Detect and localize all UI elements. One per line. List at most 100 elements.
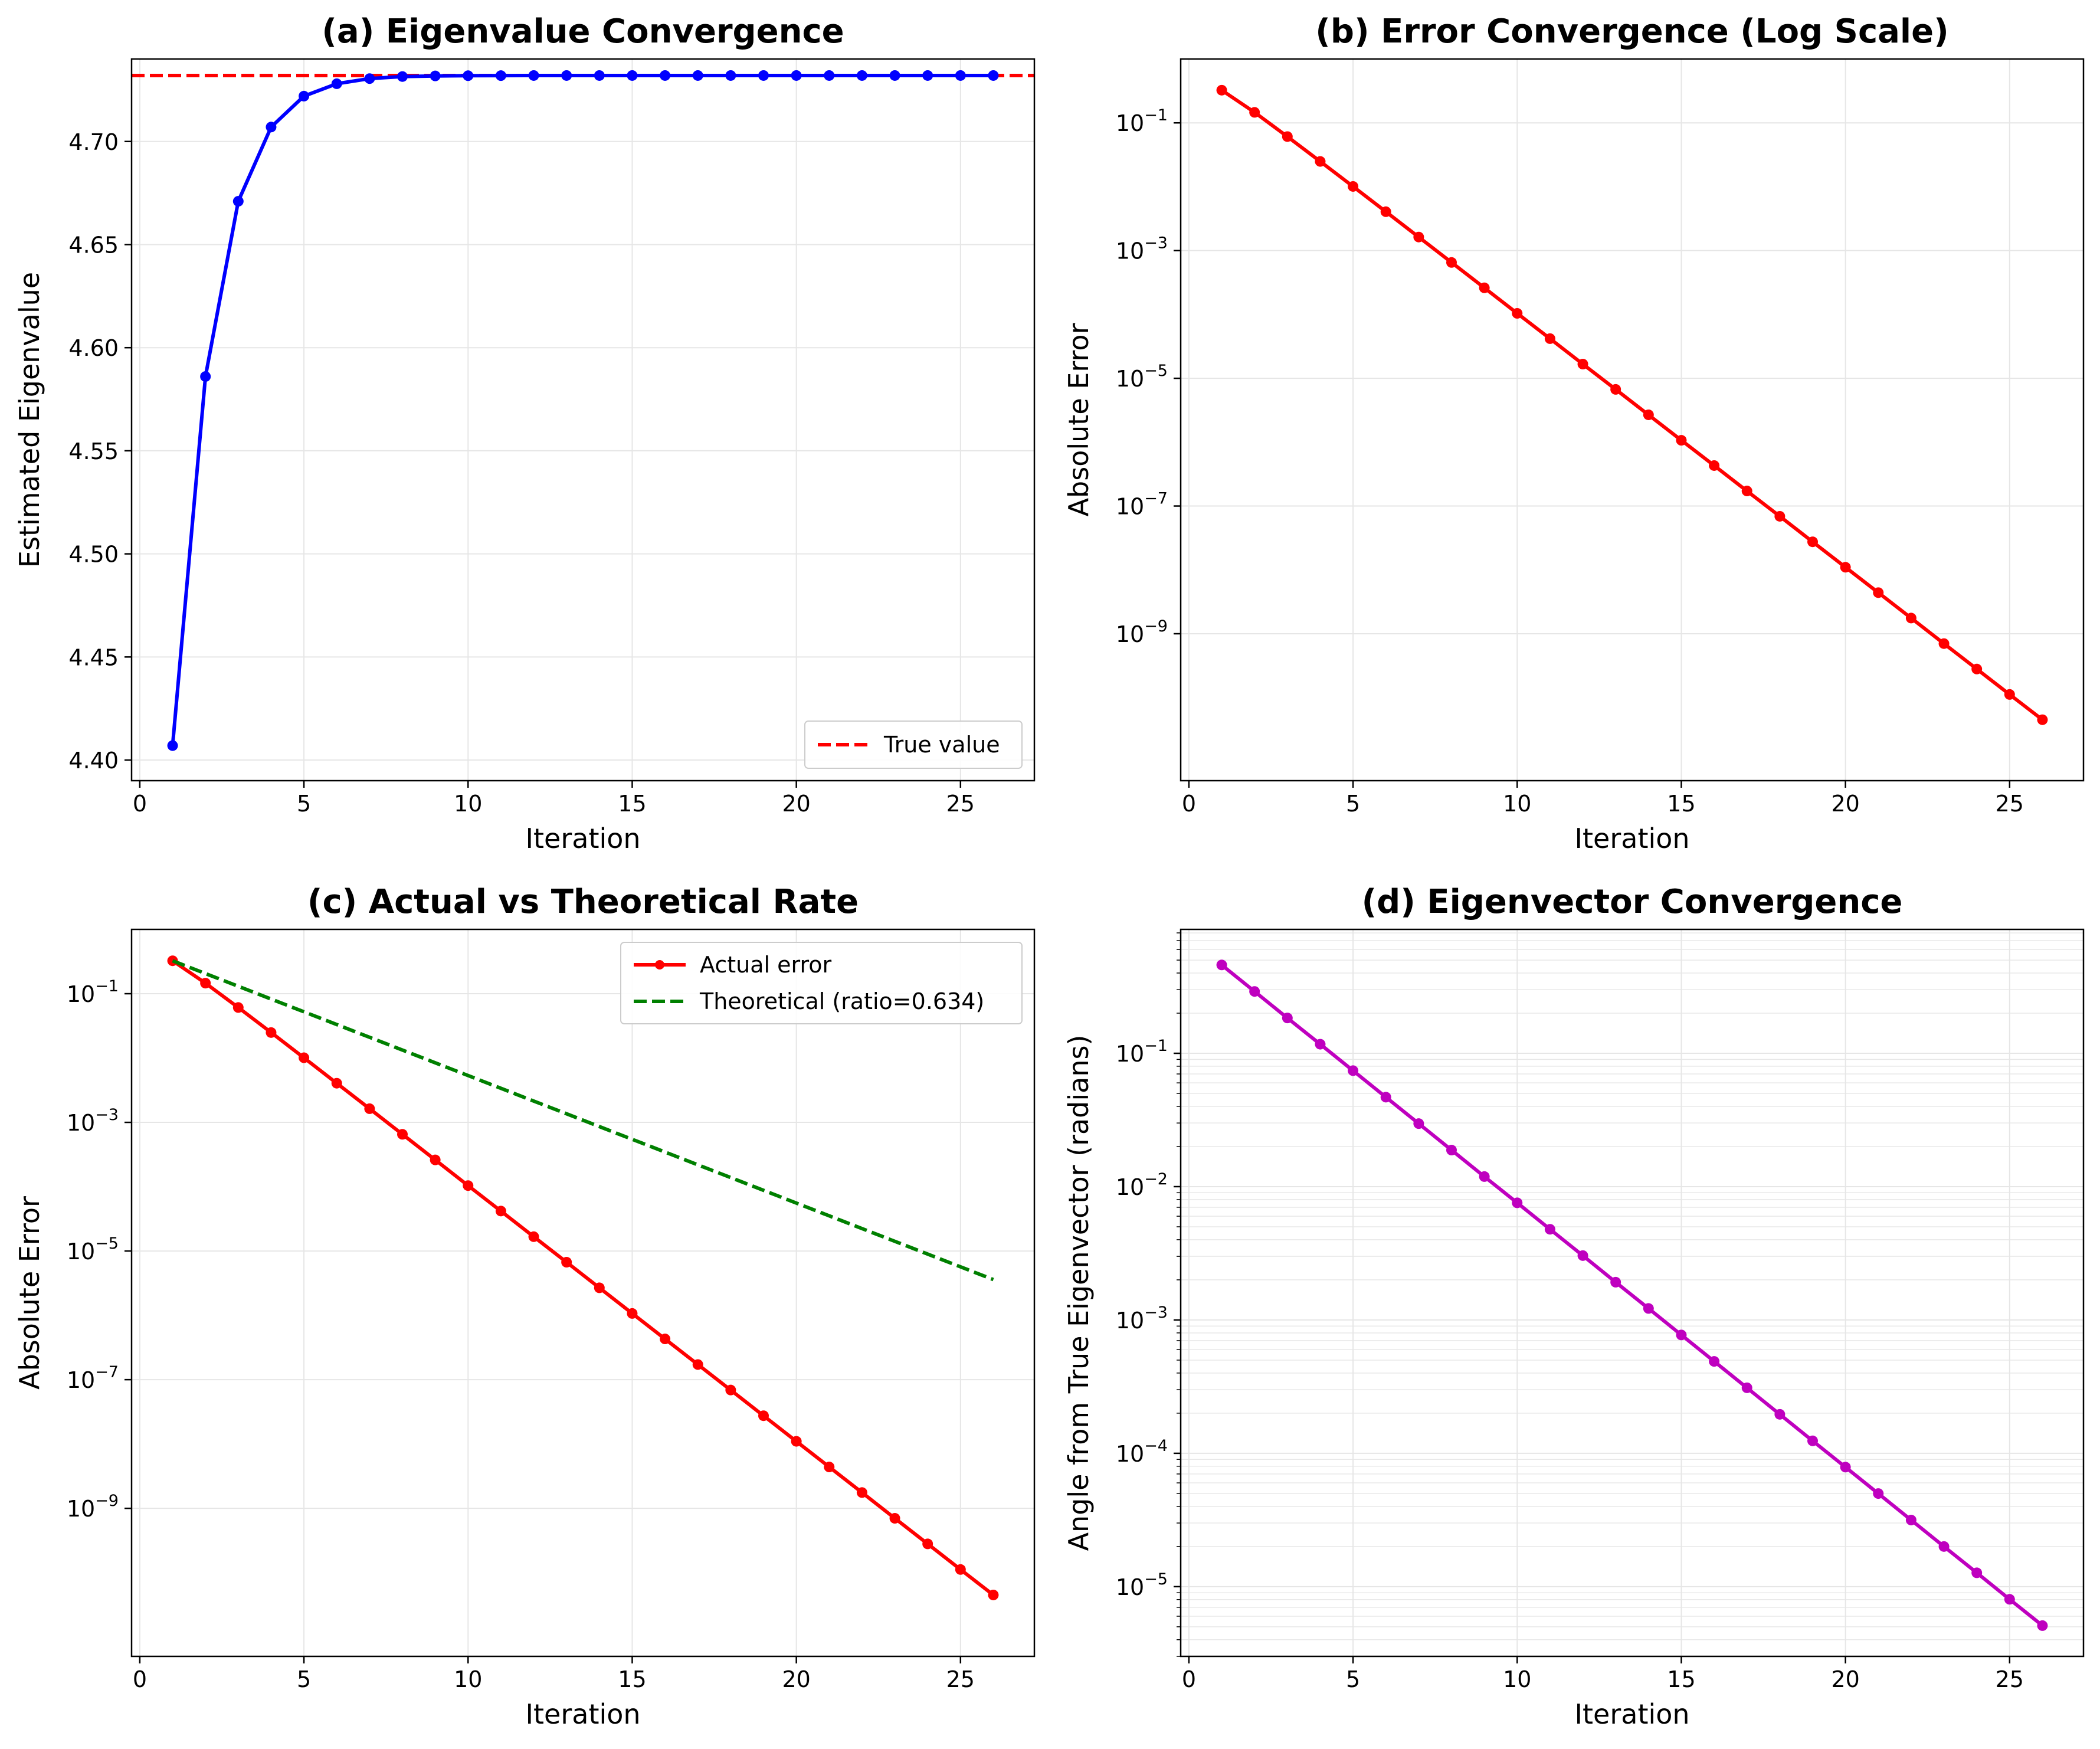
panel-d-data-point — [1413, 1118, 1424, 1129]
y-tick-label: 10−9 — [1116, 617, 1168, 647]
panel-c-data-point — [856, 1487, 867, 1498]
panel-b-data-point — [1249, 107, 1260, 118]
panel-c-data-point — [232, 1002, 244, 1013]
panel-d-title: (d) Eigenvector Convergence — [1362, 883, 1903, 921]
panel-d-data-point — [2037, 1620, 2048, 1631]
panel-d-data-point — [1216, 959, 1227, 971]
panel-b-data-point — [1873, 587, 1884, 598]
panel-b-data-point — [1446, 257, 1457, 268]
panel-b-data-point — [1315, 156, 1326, 167]
y-tick-label: 10−7 — [1116, 490, 1168, 520]
x-tick-label: 10 — [454, 791, 482, 817]
y-tick-label: 4.65 — [68, 232, 119, 258]
panel-a-data-point — [200, 371, 211, 382]
panel-b-plot — [1216, 84, 2048, 725]
panel-d-data-point — [1873, 1488, 1884, 1499]
panel-a-data-point — [430, 70, 441, 81]
panel-d-plot — [1216, 959, 2048, 1631]
panel-b-series-line — [1220, 89, 2044, 722]
y-tick-label: 4.60 — [68, 335, 119, 361]
panel-d-data-point — [1282, 1013, 1293, 1024]
x-tick-label: 5 — [297, 791, 311, 817]
x-tick-label: 5 — [1346, 1666, 1360, 1692]
panel-c-grid — [132, 929, 1034, 1656]
panel-d-data-point — [1577, 1250, 1588, 1261]
panel-b-axes-frame — [1180, 58, 2085, 782]
panel-a-data-point — [331, 78, 342, 89]
x-tick-label: 0 — [133, 791, 147, 817]
y-tick-label: 10−5 — [67, 1234, 119, 1265]
panel-d-data-point — [1479, 1171, 1490, 1182]
panel-b-data-point — [1479, 282, 1490, 293]
panel-d-xlabel: Iteration — [1574, 1698, 1689, 1730]
y-tick-label: 10−5 — [1116, 362, 1168, 392]
panel-c-data-point — [266, 1027, 277, 1038]
panel-b-data-point — [1544, 333, 1555, 344]
panel-c-data-point — [463, 1180, 474, 1191]
panel-a-data-point — [692, 70, 703, 81]
panel-c-data-point — [758, 1410, 769, 1422]
panel-a-axes-frame — [130, 58, 1036, 782]
panel-a-data-point — [463, 70, 474, 81]
x-tick-label: 15 — [1667, 791, 1695, 817]
panel-d-data-point — [1380, 1092, 1391, 1103]
x-tick-label: 0 — [1182, 791, 1196, 817]
panel-b-data-point — [1807, 536, 1818, 548]
panel-a-data-point — [889, 70, 900, 81]
panel-c-data-point — [397, 1129, 408, 1140]
y-tick-label: 4.45 — [68, 644, 119, 670]
panel-a-data-point — [955, 70, 966, 81]
panel-b-title: (b) Error Convergence (Log Scale) — [1315, 12, 1948, 51]
panel-a-data-point — [725, 70, 736, 81]
panel-d: 0 5 10 15 20 25 10−1 10−2 10−3 10−4 10−5 (d) Eigen… — [1063, 883, 2085, 1730]
x-tick-label: 25 — [1996, 791, 2024, 817]
panel-a-legend: True value — [804, 720, 1023, 769]
panel-c-theoretical-ratio-0-634-line — [172, 959, 994, 1282]
panel-c-data-point — [922, 1538, 933, 1550]
panel-b-xlabel: Iteration — [1574, 823, 1689, 854]
panel-c-ylabel: Absolute Error — [14, 1196, 45, 1390]
panel-a-data-point — [758, 70, 769, 81]
panel-c-data-point — [299, 1052, 310, 1063]
panel-b-data-point — [1905, 613, 1916, 624]
panel-a-ticks: 0 5 10 15 20 25 4.40 4.45 4.50 4.55 4.60 4.65 4.70 — [68, 129, 975, 817]
panel-c-actual-error-line — [171, 959, 995, 1597]
panel-b-data-point — [1676, 435, 1687, 446]
y-tick-label: 10−1 — [1116, 106, 1168, 136]
panel-a-legend-box — [804, 720, 1023, 769]
panel-d-data-point — [1774, 1409, 1786, 1420]
y-tick-label: 4.55 — [68, 438, 119, 464]
x-tick-label: 0 — [1182, 1666, 1196, 1692]
x-tick-label: 0 — [133, 1666, 147, 1692]
panel-d-data-point — [1741, 1382, 1752, 1393]
panel-c-data-point — [627, 1308, 638, 1319]
panel-d-data-point — [1971, 1567, 1983, 1578]
x-tick-label: 20 — [782, 791, 810, 817]
panel-a-data-point — [266, 122, 277, 133]
panel-a-data-point — [397, 71, 408, 82]
panel-b-data-point — [1380, 206, 1391, 217]
x-tick-label: 10 — [1503, 1666, 1531, 1692]
panel-b-data-point — [1938, 638, 1950, 649]
panel-b-ticks: 0 5 10 15 20 25 10−1 10−3 10−5 10−7 10−9 — [1116, 106, 2024, 817]
panel-a-data-point — [232, 196, 244, 207]
panel-b-grid — [1181, 59, 2083, 781]
panel-a-data-point — [856, 70, 867, 81]
x-tick-label: 25 — [1996, 1666, 2024, 1692]
panel-d-ticks: 0 5 10 15 20 25 10−1 10−2 10−3 10−4 10−5 — [1116, 932, 2024, 1692]
panel-d-data-point — [1544, 1224, 1555, 1235]
x-tick-label: 5 — [1346, 791, 1360, 817]
y-tick-label: 10−9 — [67, 1492, 119, 1522]
x-tick-label: 10 — [454, 1666, 482, 1692]
panel-a-data-point — [660, 70, 671, 81]
panel-a-grid — [132, 59, 1034, 781]
panel-a-xlabel: Iteration — [525, 823, 640, 854]
x-tick-label: 10 — [1503, 791, 1531, 817]
panel-c: 0 5 10 15 20 25 10−1 10−3 10−5 10−7 10−9 (c) Actua… — [14, 883, 1036, 1730]
panel-c-plot — [167, 955, 999, 1600]
panel-d-data-point — [2004, 1594, 2015, 1605]
panel-c-data-point — [594, 1282, 605, 1293]
panel-d-data-point — [1643, 1303, 1654, 1314]
panel-d-data-point — [1676, 1329, 1687, 1341]
